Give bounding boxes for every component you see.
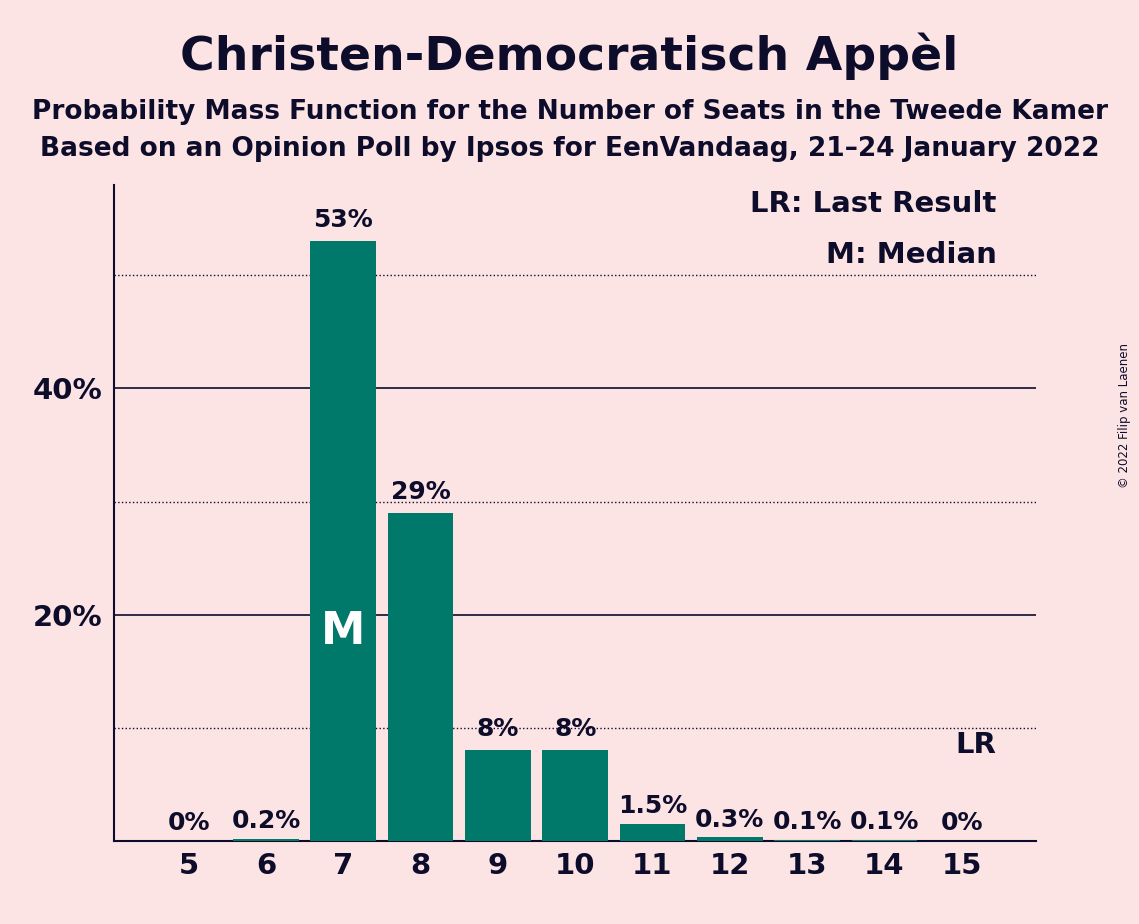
Text: Based on an Opinion Poll by Ipsos for EenVandaag, 21–24 January 2022: Based on an Opinion Poll by Ipsos for Ee…: [40, 136, 1099, 162]
Bar: [775, 840, 839, 841]
Text: LR: LR: [956, 731, 997, 759]
Text: © 2022 Filip van Laenen: © 2022 Filip van Laenen: [1118, 344, 1131, 488]
Text: 0.2%: 0.2%: [231, 808, 301, 833]
Text: 8%: 8%: [477, 717, 519, 741]
Bar: [233, 839, 298, 841]
Bar: [852, 840, 917, 841]
Text: 8%: 8%: [554, 717, 597, 741]
Text: 0.1%: 0.1%: [850, 810, 919, 834]
Bar: [311, 241, 376, 841]
Text: Christen-Democratisch Appèl: Christen-Democratisch Appèl: [180, 32, 959, 79]
Text: 0%: 0%: [167, 811, 210, 835]
Bar: [620, 824, 686, 841]
Text: 0%: 0%: [941, 811, 983, 835]
Bar: [542, 750, 608, 841]
Text: 29%: 29%: [391, 480, 450, 504]
Bar: [387, 513, 453, 841]
Text: 0.3%: 0.3%: [695, 808, 764, 832]
Text: M: M: [321, 610, 366, 652]
Text: 0.1%: 0.1%: [772, 810, 842, 834]
Text: Probability Mass Function for the Number of Seats in the Tweede Kamer: Probability Mass Function for the Number…: [32, 99, 1107, 125]
Bar: [465, 750, 531, 841]
Text: 53%: 53%: [313, 208, 374, 232]
Bar: [697, 837, 763, 841]
Text: 1.5%: 1.5%: [617, 795, 687, 819]
Text: M: Median: M: Median: [826, 241, 997, 270]
Text: LR: Last Result: LR: Last Result: [751, 190, 997, 218]
